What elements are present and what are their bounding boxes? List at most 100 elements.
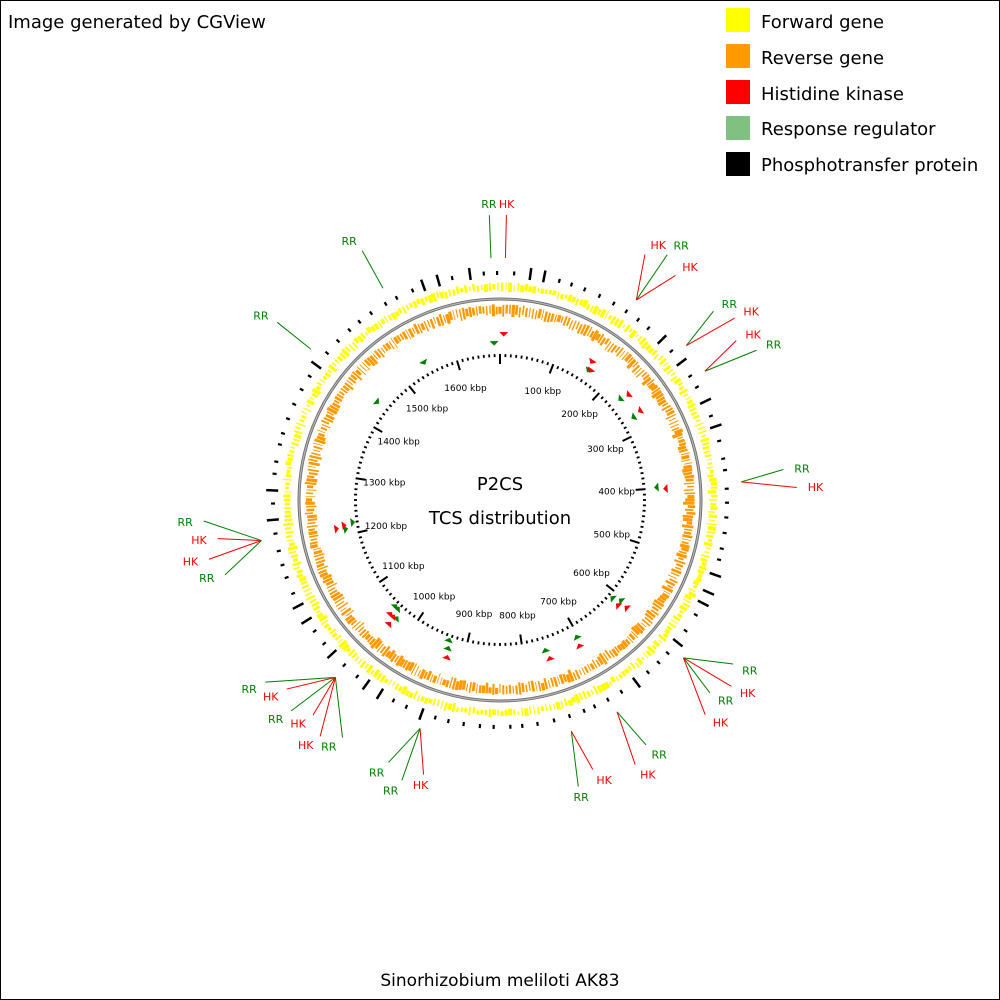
callout-line xyxy=(504,215,507,259)
hk-callout-label: HK xyxy=(808,481,824,494)
forward-gene-mark xyxy=(672,614,681,622)
forward-gene-mark xyxy=(564,294,568,300)
legend: Forward gene Reverse gene Histidine kina… xyxy=(726,8,978,176)
forward-gene-mark xyxy=(436,699,441,707)
minor-tick xyxy=(368,435,372,439)
forward-gene-mark xyxy=(311,601,320,608)
minor-tick xyxy=(400,392,404,396)
forward-gene-mark xyxy=(472,706,476,714)
phosphotransfer-mark xyxy=(582,708,586,714)
minor-tick xyxy=(626,566,630,570)
legend-swatch-phosphotransfer-protein xyxy=(726,152,750,176)
reverse-gene-mark xyxy=(521,682,525,693)
forward-gene-mark xyxy=(698,565,707,571)
reverse-gene-mark xyxy=(634,367,642,375)
reverse-gene-mark xyxy=(426,670,433,681)
reverse-gene-mark xyxy=(575,321,581,330)
phosphotransfer-mark xyxy=(646,325,651,331)
callout-line xyxy=(312,677,336,716)
reverse-gene-mark xyxy=(356,366,367,376)
rr-callout-label: RR xyxy=(574,791,590,804)
minor-tick xyxy=(375,575,380,579)
reverse-gene-mark xyxy=(317,429,326,434)
reverse-gene-mark xyxy=(641,618,651,627)
forward-gene-mark xyxy=(578,692,584,701)
forward-gene-mark xyxy=(634,661,641,668)
reverse-gene-mark xyxy=(392,336,400,345)
phosphotransfer-mark xyxy=(285,417,291,421)
reverse-gene-mark xyxy=(336,393,344,400)
reverse-gene-mark xyxy=(537,680,542,692)
minor-tick xyxy=(358,461,363,464)
tick-label: 900 kbp xyxy=(456,610,493,620)
forward-gene-mark xyxy=(703,541,713,547)
forward-gene-mark xyxy=(324,371,332,378)
forward-gene-mark xyxy=(287,457,293,462)
forward-gene-mark xyxy=(290,446,295,449)
forward-gene-mark xyxy=(334,634,342,641)
reverse-gene-mark xyxy=(657,597,666,604)
reverse-gene-mark xyxy=(614,646,620,654)
reverse-gene-mark xyxy=(325,580,335,586)
reverse-gene-mark xyxy=(651,389,663,399)
forward-gene-mark xyxy=(311,387,322,396)
phosphotransfer-mark xyxy=(369,310,374,316)
tick-label: 1300 kbp xyxy=(363,479,406,489)
hk-marker xyxy=(616,603,623,610)
forward-gene-mark xyxy=(357,658,363,665)
phosphotransfer-mark xyxy=(347,327,352,333)
phosphotransfer-mark xyxy=(722,531,727,535)
reverse-gene-mark xyxy=(363,358,372,367)
reverse-gene-mark xyxy=(358,626,365,633)
minor-tick xyxy=(626,430,630,434)
phosphotransfer-mark xyxy=(394,295,399,301)
reverse-gene-mark xyxy=(359,364,367,372)
reverse-gene-mark xyxy=(340,607,347,612)
reverse-gene-mark xyxy=(376,643,384,653)
reverse-gene-mark xyxy=(678,557,684,561)
rr-marker xyxy=(443,645,452,652)
legend-swatch-forward-gene xyxy=(726,8,750,32)
backbone-ring-highlight xyxy=(298,298,702,702)
forward-gene-mark xyxy=(452,289,456,297)
hk-marker xyxy=(546,655,555,662)
reverse-gene-mark xyxy=(320,419,330,425)
phosphotransfer-mark xyxy=(582,287,587,292)
phosphotransfer-mark xyxy=(467,267,472,281)
forward-gene-mark xyxy=(637,335,643,342)
forward-gene-mark xyxy=(282,478,292,481)
reverse-gene-mark xyxy=(438,313,445,326)
forward-gene-mark xyxy=(311,392,319,399)
major-tick xyxy=(456,360,461,371)
reverse-gene-mark xyxy=(683,531,692,535)
reverse-gene-mark xyxy=(380,347,386,354)
reverse-gene-mark xyxy=(572,672,578,681)
minor-tick xyxy=(640,471,644,475)
reverse-gene-mark xyxy=(326,406,338,415)
rr-callout-label: RR xyxy=(383,785,399,798)
forward-gene-mark xyxy=(472,283,476,292)
minor-tick xyxy=(440,365,444,370)
hk-callout-label: HK xyxy=(298,739,314,752)
major-tick xyxy=(357,529,368,534)
major-tick xyxy=(466,632,471,643)
reverse-gene-mark xyxy=(306,524,318,528)
forward-gene-mark xyxy=(287,466,293,469)
minor-tick xyxy=(388,404,393,408)
minor-tick xyxy=(614,412,619,416)
minor-tick xyxy=(634,546,639,550)
forward-gene-mark xyxy=(476,285,480,292)
callout-line xyxy=(265,676,336,683)
reverse-gene-mark xyxy=(334,395,343,403)
callout-line xyxy=(741,481,797,488)
phosphotransfer-mark xyxy=(290,591,296,596)
forward-gene-mark xyxy=(684,593,693,601)
forward-gene-mark xyxy=(701,561,707,567)
forward-gene-mark xyxy=(609,316,617,325)
reverse-gene-mark xyxy=(310,538,318,542)
minor-tick xyxy=(546,361,550,366)
reverse-gene-mark xyxy=(436,672,441,684)
phosphotransfer-mark xyxy=(631,677,642,689)
forward-gene-mark xyxy=(677,381,683,387)
reverse-gene-mark xyxy=(332,593,344,602)
